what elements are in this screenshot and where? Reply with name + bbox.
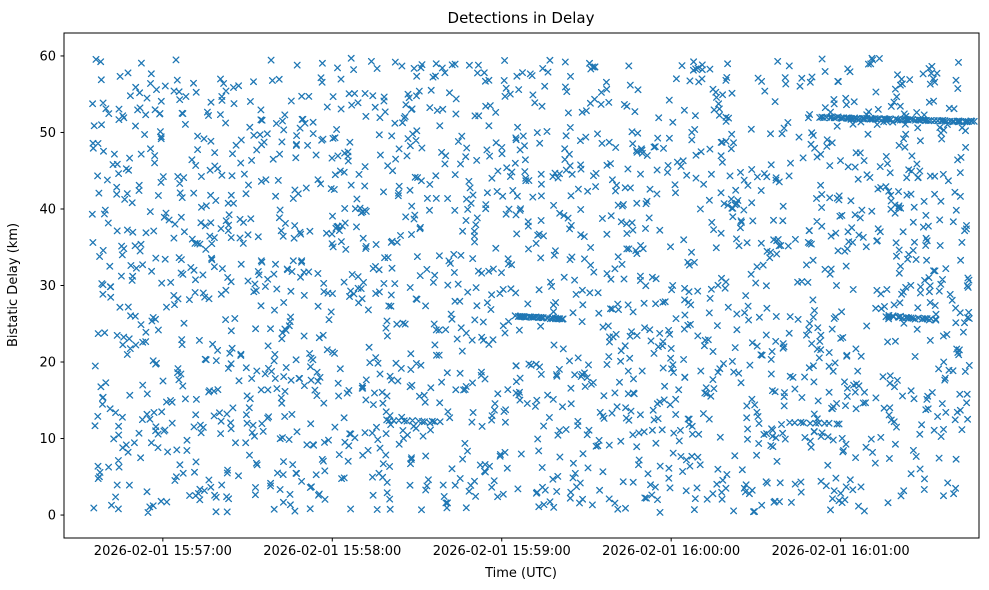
scatter-points-noise — [88, 54, 973, 516]
plot-area — [88, 54, 978, 516]
y-tick-label: 20 — [39, 356, 56, 371]
chart-title: Detections in Delay — [448, 9, 595, 27]
y-tick-label: 10 — [39, 432, 56, 447]
x-axis-ticks: 2026-02-01 15:57:00 2026-02-01 15:58:00 20… — [94, 538, 910, 559]
x-tick-label: 2026-02-01 15:58:00 — [263, 544, 401, 559]
y-tick-label: 0 — [48, 509, 56, 524]
y-tick-label: 50 — [39, 126, 56, 141]
x-tick-label: 2026-02-01 15:59:00 — [433, 544, 571, 559]
x-tick-label: 2026-02-01 16:01:00 — [772, 544, 910, 559]
x-tick-label: 2026-02-01 16:00:00 — [602, 544, 740, 559]
y-tick-label: 60 — [39, 49, 56, 64]
y-tick-label: 40 — [39, 202, 56, 217]
x-tick-label: 2026-02-01 15:57:00 — [94, 544, 232, 559]
axes-background — [64, 33, 979, 538]
x-axis-label: Time (UTC) — [484, 566, 557, 581]
y-axis-label: Bistatic Delay (km) — [6, 223, 21, 347]
y-axis-ticks: 0 10 20 30 40 50 60 — [39, 49, 64, 524]
scatter-points-tracks — [383, 113, 978, 428]
y-tick-label: 30 — [39, 279, 56, 294]
